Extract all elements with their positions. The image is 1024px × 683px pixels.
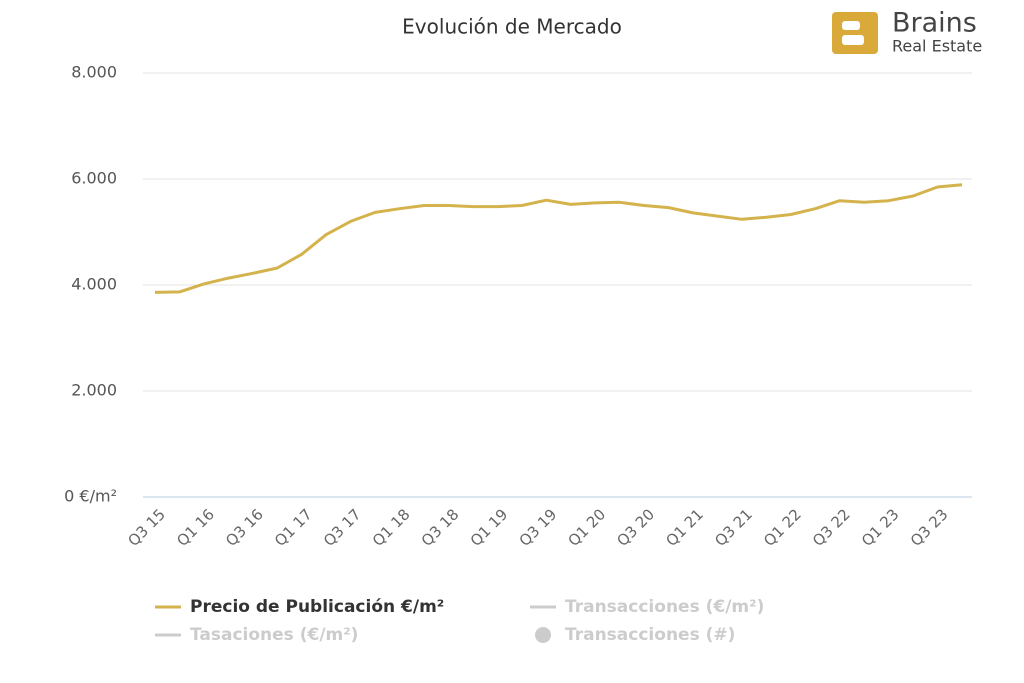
- logo-bubble: [842, 35, 864, 45]
- x-tick-label: Q3 19: [516, 505, 561, 550]
- x-tick-label: Q3 15: [124, 505, 169, 550]
- legend-label[interactable]: Precio de Publicación €/m²: [190, 597, 444, 617]
- x-tick-label: Q3 17: [320, 505, 365, 550]
- x-tick-label: Q1 21: [662, 505, 707, 550]
- x-tick-label: Q1 20: [564, 505, 609, 550]
- y-tick-label: 6.000: [71, 169, 117, 188]
- x-tick-label: Q3 18: [418, 505, 463, 550]
- x-tick-label: Q1 17: [271, 505, 316, 550]
- legend-marker: [535, 627, 551, 643]
- y-tick-label: 2.000: [71, 381, 117, 400]
- brand-name: Brains: [892, 8, 977, 39]
- x-tick-label: Q1 18: [369, 505, 414, 550]
- x-tick-label: Q1 16: [173, 505, 218, 550]
- legend-label[interactable]: Tasaciones (€/m²): [190, 625, 358, 645]
- logo-bubble: [842, 21, 860, 30]
- brand-logo: Brains Real Estate: [832, 8, 982, 56]
- chart-title: Evolución de Mercado: [402, 15, 622, 39]
- x-tick-label: Q3 23: [907, 505, 952, 550]
- series-line: [154, 183, 963, 294]
- brand-tagline: Real Estate: [892, 37, 982, 56]
- legend-label[interactable]: Transacciones (#): [565, 625, 735, 645]
- y-tick-label: 0 €/m²: [64, 487, 117, 506]
- x-tick-label: Q1 22: [760, 505, 805, 550]
- y-tick-label: 8.000: [71, 63, 117, 82]
- x-tick-label: Q3 21: [711, 505, 756, 550]
- x-tick-label: Q3 22: [809, 505, 854, 550]
- legend-label[interactable]: Transacciones (€/m²): [565, 597, 764, 617]
- x-tick-label: Q1 23: [858, 505, 903, 550]
- y-tick-label: 4.000: [71, 275, 117, 294]
- x-tick-label: Q3 20: [613, 505, 658, 550]
- x-tick-label: Q1 19: [467, 505, 512, 550]
- x-tick-label: Q3 16: [222, 505, 267, 550]
- logo-icon: [832, 12, 878, 54]
